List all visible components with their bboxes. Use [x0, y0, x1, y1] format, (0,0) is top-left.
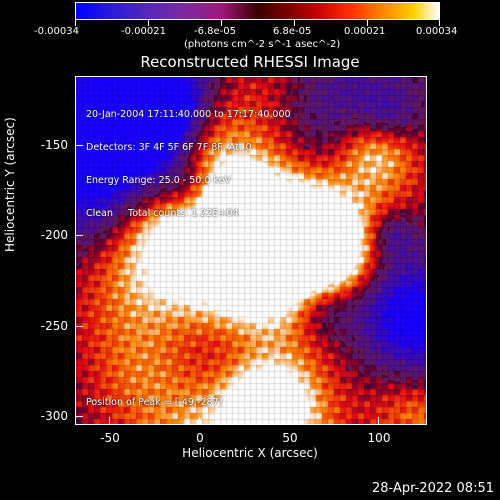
y-axis-tick — [75, 416, 83, 417]
colorbar-units-label: (photons cm^-2 s^-1 asec^-2) — [184, 39, 341, 50]
x-tick-label: 0 — [196, 431, 204, 445]
y-axis-tick — [75, 145, 83, 146]
image-plot-area: 20-Jan-2004 17:11:40.000 to 17:17:40.000… — [75, 76, 427, 425]
info-line-time-range: 20-Jan-2004 17:11:40.000 to 17:17:40.000 — [86, 109, 291, 120]
x-axis-tick — [109, 417, 110, 425]
colorbar-tick — [367, 20, 368, 26]
timestamp-label: 28-Apr-2022 08:51 — [372, 481, 494, 496]
x-axis-tick — [199, 417, 200, 425]
plot-title: Reconstructed RHESSI Image — [140, 53, 360, 71]
x-tick-label: -50 — [100, 431, 120, 445]
x-axis-label: Heliocentric X (arcsec) — [182, 446, 318, 460]
colorbar-tick-label: 0.00034 — [416, 26, 458, 37]
colorbar-tick — [75, 20, 76, 26]
colorbar-tick — [439, 20, 440, 26]
x-axis-tick — [378, 417, 379, 425]
info-line-total-counts: Clean Total counts: 1.22E+04 — [86, 208, 239, 219]
y-tick-label: -300 — [40, 409, 68, 423]
y-axis-tick — [75, 326, 83, 327]
x-tick-label: 100 — [367, 431, 391, 445]
colorbar-tick-label: -0.00034 — [34, 26, 79, 37]
observation-info: 20-Jan-2004 17:11:40.000 to 17:17:40.000… — [86, 87, 291, 241]
x-tick-label: 50 — [282, 431, 298, 445]
colorbar-tick-label: 0.00021 — [344, 26, 386, 37]
colorbar-tick-label: -0.00021 — [121, 26, 166, 37]
colorbar-tick — [294, 20, 295, 26]
colorbar-tick — [221, 20, 222, 26]
y-axis-label: Heliocentric Y (arcsec) — [3, 117, 17, 252]
colorbar-tick — [148, 20, 149, 26]
peak-position-label: Position of Peak = [-49,-287] — [86, 397, 223, 408]
y-tick-label: -250 — [40, 319, 68, 333]
info-line-detectors: Detectors: 3F 4F 5F 6F 7F 8F, Att 0 — [86, 142, 252, 153]
y-axis-tick — [75, 235, 83, 236]
colorbar — [75, 2, 440, 20]
y-tick-label: -200 — [40, 228, 68, 242]
colorbar-tick-label: 6.8e-05 — [273, 26, 312, 37]
heatmap-image — [76, 77, 426, 424]
colorbar-tick-label: -6.8e-05 — [194, 26, 236, 37]
x-axis-tick — [289, 417, 290, 425]
info-line-energy-range: Energy Range: 25.0 - 50.0 keV — [86, 175, 231, 186]
y-tick-label: -150 — [40, 138, 68, 152]
